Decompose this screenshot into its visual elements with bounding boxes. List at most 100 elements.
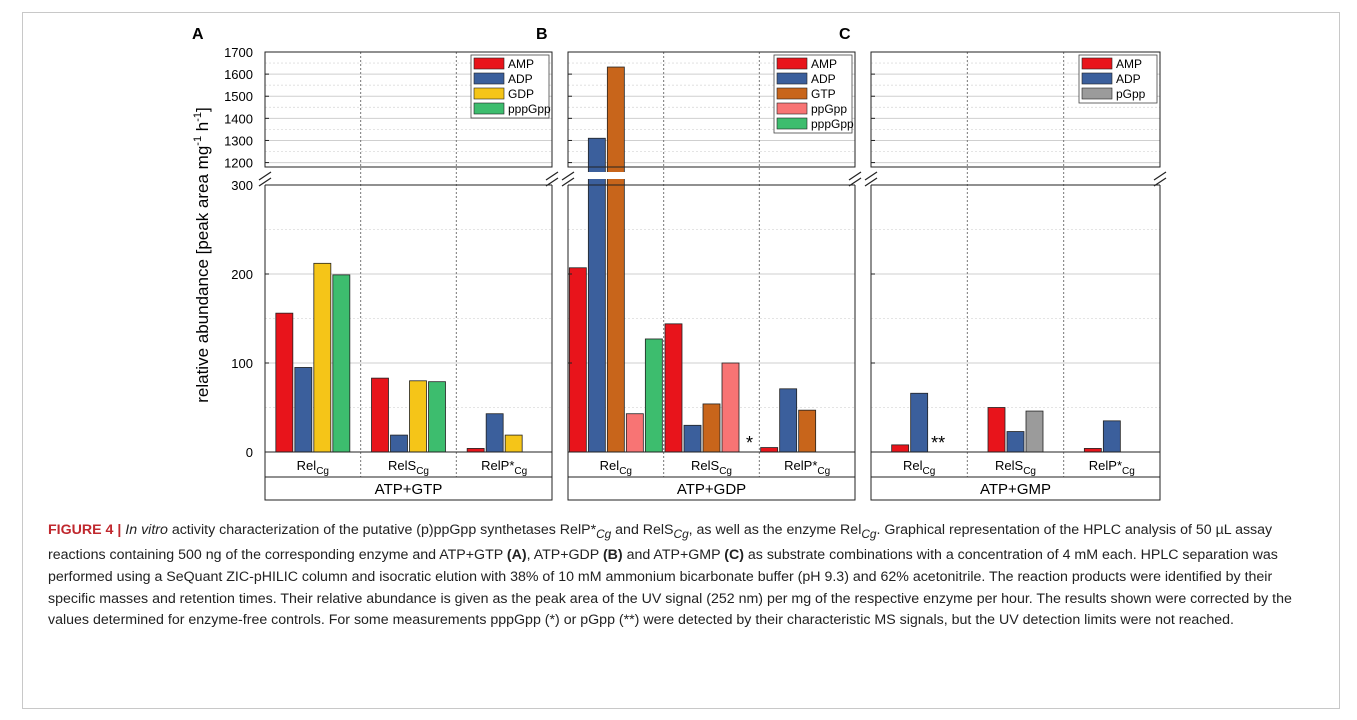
category-label: RelP*Cg <box>1089 458 1135 477</box>
legend-swatch <box>473 102 505 115</box>
bar-gtp-upper <box>606 66 625 176</box>
bar-adp-upper <box>587 137 606 176</box>
y-tick-label: 300 <box>231 178 253 193</box>
legend-swatch <box>776 57 808 70</box>
annotation-marker: ** <box>931 433 945 453</box>
y-tick-label: 100 <box>231 356 253 371</box>
bar-amp <box>891 444 910 453</box>
category-label-base: RelS <box>995 458 1024 473</box>
substrate-label: ATP+GDP <box>677 481 746 498</box>
bar-ppgpp <box>721 362 740 453</box>
annotation-marker: * <box>746 433 753 453</box>
legend-label: GTP <box>811 87 836 101</box>
y-axis-label-part: relative abundance [peak area mg <box>193 146 212 403</box>
bar-break <box>586 172 608 179</box>
figure-frame <box>22 12 1340 709</box>
legend-label: AMP <box>1116 57 1142 71</box>
bar-amp <box>987 407 1006 453</box>
bar-gtp-lower <box>606 176 625 453</box>
bar-gdp <box>504 434 523 453</box>
y-axis-label-part: ] <box>193 107 212 112</box>
category-label-sub: Cg <box>619 466 632 477</box>
bar-amp <box>568 267 587 453</box>
bar-gtp <box>798 409 817 453</box>
upper-axis-frame <box>264 51 553 168</box>
axis-break-mark <box>864 171 878 181</box>
caption-text: In vitro activity characterization of th… <box>48 522 1292 629</box>
panel-letter: B <box>536 26 548 43</box>
legend-swatch <box>776 72 808 85</box>
bar-adp-lower <box>587 176 606 453</box>
category-label-base: RelP* <box>481 458 514 473</box>
category-label-sub: Cg <box>817 466 830 477</box>
substrate-label: ATP+GTP <box>375 481 443 498</box>
category-label: RelSCg <box>388 458 429 477</box>
legend-swatch <box>1081 57 1113 70</box>
axis-break-mark <box>258 171 272 181</box>
y-tick-label: 200 <box>231 267 253 282</box>
legend-swatch <box>776 117 808 130</box>
axis-break-mark <box>848 177 862 187</box>
upper-axis-frame <box>870 51 1161 168</box>
legend-label: ADP <box>1116 72 1141 86</box>
category-label-sub: Cg <box>1023 466 1036 477</box>
category-label: RelP*Cg <box>481 458 527 477</box>
figure-4-charts: relative abundance [peak area mg-1 h-1]1… <box>192 26 1167 501</box>
legend-label: AMP <box>811 57 837 71</box>
bar-amp <box>760 447 779 453</box>
bar-pppgpp <box>332 274 351 453</box>
category-label-sub: Cg <box>316 466 329 477</box>
legend-swatch <box>473 87 505 100</box>
bar-break <box>605 172 627 179</box>
axis-break-mark <box>864 177 878 187</box>
bar-adp <box>390 434 408 453</box>
category-label-base: RelP* <box>1089 458 1122 473</box>
category-label: RelSCg <box>995 458 1036 477</box>
axis-break-mark <box>561 177 575 187</box>
category-label-base: Rel <box>600 458 620 473</box>
bar-amp <box>1083 448 1102 453</box>
bar-gtp <box>702 403 721 453</box>
bar-adp <box>1006 431 1025 453</box>
category-label: RelSCg <box>691 458 732 477</box>
bar-gdp <box>409 380 427 453</box>
axis-break-mark <box>848 171 862 181</box>
axis-break-mark <box>258 177 272 187</box>
category-label: RelCg <box>297 458 329 477</box>
legend-swatch <box>1081 87 1113 100</box>
substrate-label: ATP+GMP <box>980 481 1051 498</box>
y-tick-label: 1700 <box>224 45 253 60</box>
category-label: RelCg <box>600 458 632 477</box>
legend-label: ppGpp <box>811 102 847 116</box>
category-label-base: RelS <box>388 458 417 473</box>
bar-adp <box>683 424 702 453</box>
bar-amp <box>664 323 683 453</box>
y-axis-label-part: h <box>193 122 212 136</box>
legend-swatch <box>776 87 808 100</box>
axis-break-mark <box>545 171 559 181</box>
bar-adp <box>779 388 798 453</box>
bar-ppgpp <box>625 413 644 453</box>
legend-label: pppGpp <box>811 117 854 131</box>
category-label-sub: Cg <box>923 466 936 477</box>
bar-pgpp <box>1025 410 1044 453</box>
axis-break-mark <box>561 171 575 181</box>
bar-gdp <box>313 262 332 453</box>
axis-break-mark <box>1153 171 1167 181</box>
caption-label: FIGURE 4 | <box>48 522 126 538</box>
y-axis-label-sup: -1 <box>192 112 204 122</box>
category-label-base: RelP* <box>784 458 817 473</box>
category-label-sub: Cg <box>719 466 732 477</box>
bar-amp <box>275 312 294 453</box>
y-tick-label: 1400 <box>224 111 253 126</box>
legend-label: pppGpp <box>508 102 551 116</box>
substrate-row <box>870 476 1161 501</box>
y-tick-label: 1200 <box>224 156 253 171</box>
figure-caption: FIGURE 4 | In vitro activity characteriz… <box>48 520 1318 632</box>
legend-swatch <box>776 102 808 115</box>
upper-axis-frame <box>567 51 856 168</box>
bar-pppgpp <box>644 338 663 453</box>
category-label-sub: Cg <box>1122 466 1135 477</box>
